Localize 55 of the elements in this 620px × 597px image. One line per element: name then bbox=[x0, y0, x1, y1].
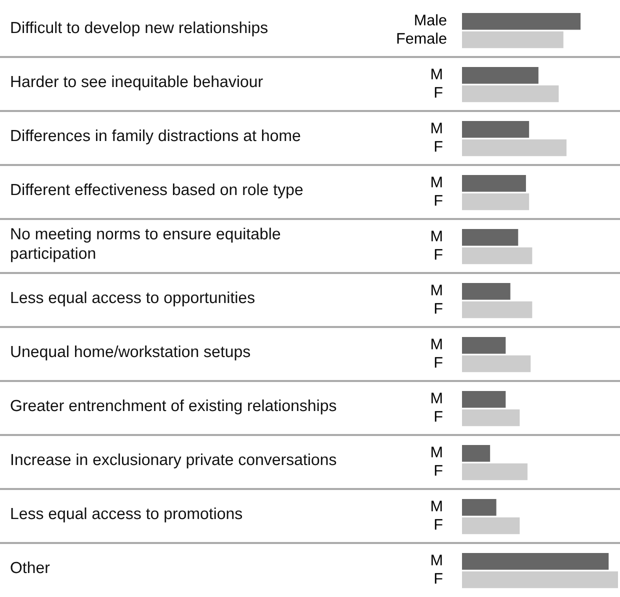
y-tick-label: Less equal access to opportunities bbox=[11, 291, 254, 306]
y-tick-label: Different effectiveness based on role type bbox=[11, 183, 303, 198]
text: M bbox=[432, 338, 442, 350]
text: F bbox=[434, 87, 442, 98]
text: M bbox=[432, 230, 442, 242]
bar bbox=[462, 174, 526, 192]
bar bbox=[462, 301, 532, 318]
bar bbox=[462, 409, 520, 426]
bar bbox=[462, 571, 618, 588]
bar bbox=[462, 390, 506, 408]
bar bbox=[462, 31, 564, 48]
bar bbox=[462, 336, 506, 354]
bar bbox=[462, 193, 530, 210]
text: M bbox=[432, 392, 442, 404]
text: M bbox=[432, 500, 442, 512]
y-tick-label: Less equal access to promotions bbox=[11, 507, 242, 522]
bar bbox=[462, 498, 496, 516]
series-label: Male bbox=[415, 14, 446, 26]
y-tick-label: Differences in family distractions at home bbox=[11, 129, 300, 144]
text: M bbox=[432, 284, 442, 296]
bar bbox=[462, 517, 520, 534]
text: F bbox=[434, 249, 442, 260]
bar bbox=[462, 552, 609, 570]
text: M bbox=[432, 68, 442, 80]
text: F bbox=[434, 303, 442, 314]
bar bbox=[462, 444, 490, 462]
y-tick-label: Increase in exclusionary private conversations bbox=[11, 453, 336, 468]
bar bbox=[462, 139, 567, 156]
text: F bbox=[434, 573, 442, 584]
y-tick-label: Difficult to develop new relationships bbox=[11, 21, 268, 36]
bar bbox=[462, 463, 528, 480]
bar bbox=[462, 247, 532, 264]
text: F bbox=[434, 411, 442, 422]
bar bbox=[462, 66, 538, 84]
text: F bbox=[434, 141, 442, 152]
y-tick-label: Greater entrenchment of existing relationships bbox=[10, 399, 336, 414]
text: M bbox=[432, 446, 442, 458]
y-tick-label: No meeting norms to ensure equitable participation bbox=[11, 228, 280, 262]
text: F bbox=[434, 519, 442, 530]
text: M bbox=[432, 176, 442, 188]
y-tick-label: Unequal home/workstation setups bbox=[11, 345, 250, 360]
text: M bbox=[432, 122, 442, 134]
y-tick-label: Harder to see inequitable behaviour bbox=[11, 75, 263, 90]
series-label: Female bbox=[397, 32, 446, 44]
bar bbox=[462, 120, 530, 138]
bar bbox=[462, 12, 581, 30]
text: F bbox=[434, 195, 442, 206]
bar bbox=[462, 228, 518, 246]
bar bbox=[462, 355, 531, 372]
text: M bbox=[432, 554, 442, 566]
text: F bbox=[434, 357, 442, 368]
y-tick-label: Other bbox=[10, 561, 50, 574]
bar bbox=[462, 282, 510, 300]
text: F bbox=[434, 465, 442, 476]
bar bbox=[462, 85, 559, 102]
